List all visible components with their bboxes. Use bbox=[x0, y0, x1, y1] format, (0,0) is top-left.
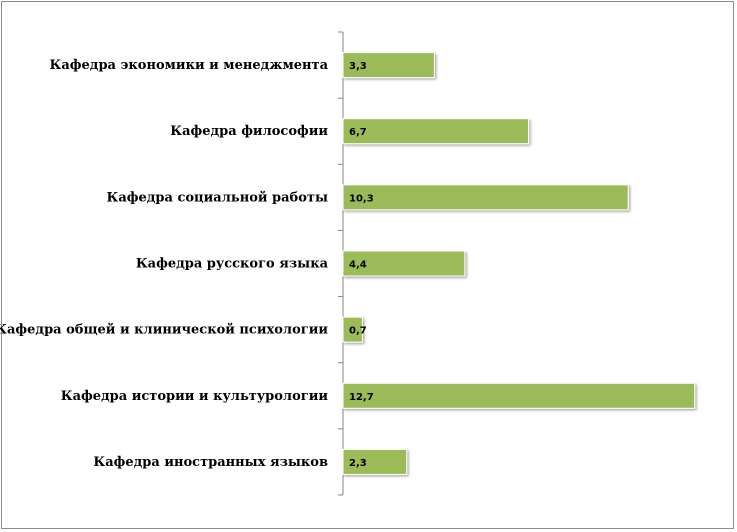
bar bbox=[342, 52, 435, 79]
bar bbox=[342, 118, 530, 145]
data-label: 0,7 bbox=[349, 326, 367, 337]
category-label: Кафедра экономики и менеджмента bbox=[50, 58, 329, 73]
category-label: Кафедра социальной работы bbox=[107, 190, 329, 205]
axis-layer bbox=[338, 31, 344, 496]
data-label: 3,3 bbox=[349, 61, 367, 72]
category-label: Кафедра иностранных языков bbox=[93, 455, 328, 470]
data-label: 12,7 bbox=[349, 392, 374, 403]
category-label: Кафедра истории и культурологии bbox=[61, 389, 329, 404]
bar bbox=[342, 250, 466, 277]
bar bbox=[342, 184, 629, 211]
category-label: Кафедра русского языка bbox=[136, 257, 329, 272]
label-layer: Кафедра экономики и менеджмента 3,3 Кафедр… bbox=[0, 58, 374, 470]
data-label: 10,3 bbox=[349, 193, 374, 204]
bar-layer bbox=[342, 52, 696, 475]
data-label: 2,3 bbox=[349, 458, 367, 469]
data-label: 6,7 bbox=[349, 127, 367, 138]
bar bbox=[342, 382, 696, 409]
data-label: 4,4 bbox=[349, 260, 367, 271]
bar bbox=[342, 448, 408, 475]
category-label: Кафедра философии bbox=[170, 124, 328, 139]
bar bbox=[342, 316, 363, 343]
category-label: Кафедра общей и клинической психологии bbox=[0, 323, 328, 338]
